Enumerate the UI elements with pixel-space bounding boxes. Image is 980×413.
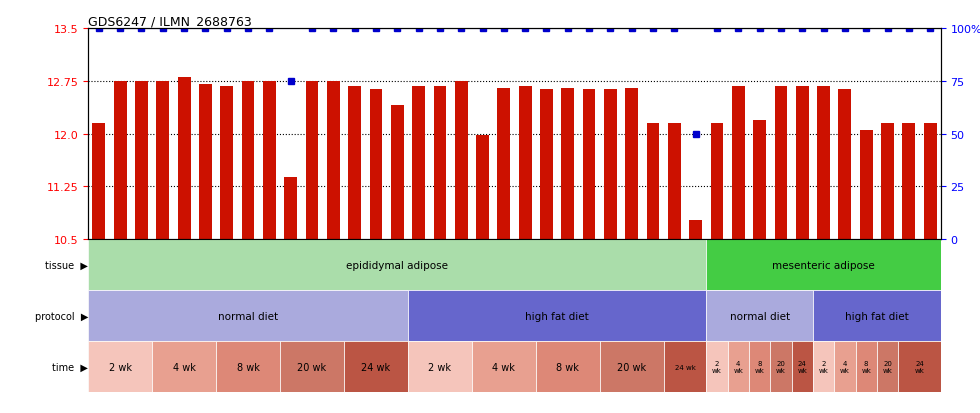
Bar [817, 87, 830, 240]
Bar [707, 240, 941, 291]
Bar [157, 82, 170, 240]
Bar [647, 124, 660, 240]
Text: 20 wk: 20 wk [617, 362, 646, 372]
Bar [812, 291, 941, 342]
Bar [792, 342, 813, 392]
Bar [856, 342, 877, 392]
Bar [114, 82, 126, 240]
Text: 4
wk: 4 wk [733, 361, 743, 373]
Text: 24
wk: 24 wk [914, 361, 924, 373]
Text: normal diet: normal diet [218, 311, 278, 321]
Bar [668, 124, 681, 240]
Bar [152, 342, 216, 392]
Bar [369, 89, 382, 240]
Text: 4 wk: 4 wk [172, 362, 196, 372]
Text: mesenteric adipose: mesenteric adipose [772, 260, 875, 270]
Bar [707, 291, 813, 342]
Bar [199, 85, 212, 240]
Text: epididymal adipose: epididymal adipose [346, 260, 448, 270]
Bar [536, 342, 600, 392]
Bar [812, 342, 834, 392]
Bar [177, 78, 190, 240]
Bar [280, 342, 344, 392]
Bar [476, 136, 489, 240]
Bar [413, 87, 425, 240]
Text: 2 wk: 2 wk [109, 362, 131, 372]
Text: 8
wk: 8 wk [861, 361, 871, 373]
Text: 24 wk: 24 wk [362, 362, 390, 372]
Bar [284, 178, 297, 240]
Bar [710, 124, 723, 240]
Bar [877, 342, 898, 392]
Text: 8 wk: 8 wk [557, 362, 579, 372]
Bar [408, 342, 471, 392]
Text: GDS6247 / ILMN_2688763: GDS6247 / ILMN_2688763 [88, 15, 252, 28]
Bar [88, 291, 408, 342]
Text: high fat diet: high fat diet [845, 311, 908, 321]
Bar [859, 131, 872, 240]
Bar [663, 342, 707, 392]
Bar [242, 82, 255, 240]
Bar [881, 124, 894, 240]
Bar [707, 342, 727, 392]
Bar [518, 87, 531, 240]
Bar [92, 124, 105, 240]
Bar [455, 82, 467, 240]
Text: protocol  ▶: protocol ▶ [35, 311, 88, 321]
Bar [498, 89, 511, 240]
Bar [749, 342, 770, 392]
Bar [834, 342, 856, 392]
Bar [689, 220, 702, 240]
Text: 20
wk: 20 wk [776, 361, 786, 373]
Bar [839, 89, 852, 240]
Bar [220, 87, 233, 240]
Text: 4
wk: 4 wk [840, 361, 850, 373]
Bar [770, 342, 792, 392]
Text: 8
wk: 8 wk [755, 361, 764, 373]
Bar [327, 82, 340, 240]
Text: 2
wk: 2 wk [818, 361, 828, 373]
Bar [88, 342, 152, 392]
Bar [727, 342, 749, 392]
Text: 24 wk: 24 wk [674, 364, 696, 370]
Bar [88, 240, 707, 291]
Text: 8 wk: 8 wk [236, 362, 260, 372]
Bar [625, 89, 638, 240]
Bar [732, 87, 745, 240]
Text: normal diet: normal diet [729, 311, 790, 321]
Bar [754, 120, 766, 240]
Bar [583, 89, 596, 240]
Text: 24
wk: 24 wk [798, 361, 808, 373]
Bar [903, 124, 915, 240]
Bar [774, 87, 787, 240]
Bar [604, 89, 616, 240]
Text: 2
wk: 2 wk [712, 361, 722, 373]
Text: high fat diet: high fat diet [525, 311, 589, 321]
Bar [796, 87, 808, 240]
Bar [924, 124, 937, 240]
Text: 4 wk: 4 wk [492, 362, 515, 372]
Text: 20
wk: 20 wk [883, 361, 893, 373]
Bar [135, 82, 148, 240]
Bar [562, 89, 574, 240]
Text: tissue  ▶: tissue ▶ [45, 260, 88, 270]
Bar [306, 82, 318, 240]
Bar [263, 82, 275, 240]
Bar [344, 342, 408, 392]
Text: 20 wk: 20 wk [298, 362, 326, 372]
Text: 2 wk: 2 wk [428, 362, 452, 372]
Bar [472, 342, 536, 392]
Bar [600, 342, 663, 392]
Text: time  ▶: time ▶ [52, 362, 88, 372]
Bar [348, 87, 361, 240]
Bar [408, 291, 707, 342]
Bar [433, 87, 446, 240]
Bar [898, 342, 941, 392]
Bar [540, 89, 553, 240]
Bar [216, 342, 280, 392]
Bar [391, 106, 404, 240]
